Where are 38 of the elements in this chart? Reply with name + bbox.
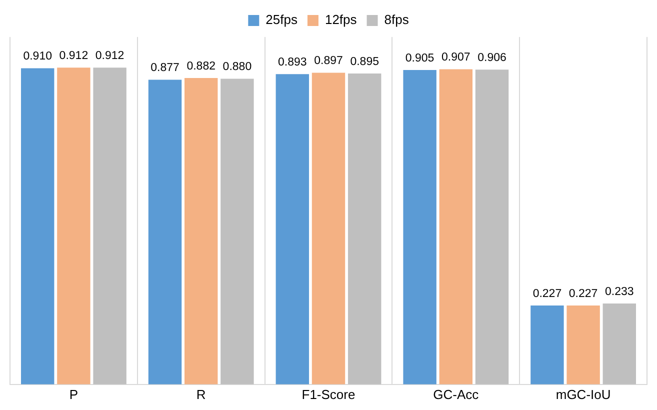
legend-label: 25fps <box>266 12 298 28</box>
x-tick-label: F1-Score <box>302 386 356 402</box>
data-label: 0.877 <box>150 62 180 74</box>
bar <box>530 306 564 384</box>
x-tick-label: P <box>69 386 78 402</box>
bar <box>93 68 126 384</box>
data-label: 0.897 <box>314 55 343 68</box>
data-label: 0.906 <box>478 52 506 64</box>
data-label: 0.905 <box>405 52 434 64</box>
data-label: 0.907 <box>442 52 470 64</box>
bar <box>220 78 254 384</box>
data-label: 0.910 <box>23 50 52 63</box>
legend-label: 12fps <box>324 12 358 28</box>
legend-label: 8fps <box>384 12 410 28</box>
x-tick-label: mGC-IoU <box>556 386 611 402</box>
bar <box>566 306 600 384</box>
data-label: 0.895 <box>350 56 379 68</box>
bar <box>602 303 636 384</box>
bar <box>21 68 54 384</box>
data-label: 0.880 <box>222 61 252 74</box>
bar <box>276 74 310 384</box>
bar <box>148 80 182 384</box>
data-label: 0.227 <box>532 288 562 300</box>
bar <box>439 69 473 384</box>
data-label: 0.893 <box>278 56 307 69</box>
bar <box>184 78 218 384</box>
data-label: 0.912 <box>59 50 88 62</box>
bar <box>475 70 509 384</box>
data-label: 0.882 <box>186 60 216 72</box>
data-label: 0.912 <box>95 50 124 62</box>
bar <box>403 70 436 384</box>
bar <box>312 72 346 384</box>
bar <box>57 68 90 384</box>
bar <box>348 73 382 384</box>
data-label: 0.233 <box>605 286 634 298</box>
x-tick-label: R <box>196 386 206 402</box>
data-label: 0.227 <box>568 288 598 300</box>
x-tick-label: GC-Acc <box>433 386 480 402</box>
